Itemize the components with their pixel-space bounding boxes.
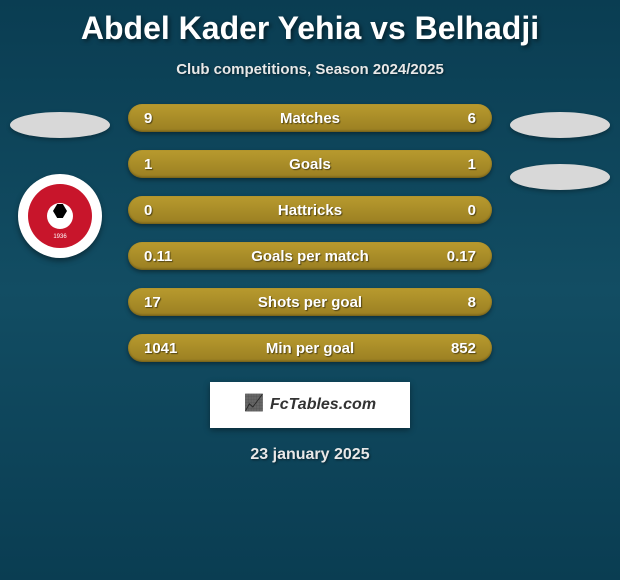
stat-right-value: 0 <box>416 202 476 219</box>
stat-right-value: 6 <box>416 110 476 127</box>
stat-right-value: 1 <box>416 156 476 173</box>
club-badge-left: 1936 <box>18 174 102 258</box>
page-title: Abdel Kader Yehia vs Belhadji <box>0 0 620 47</box>
left-player-column: 1936 <box>0 104 120 362</box>
player-right-oval-2 <box>510 164 610 190</box>
stat-row-min-per-goal: 1041 Min per goal 852 <box>128 334 492 362</box>
stat-row-hattricks: 0 Hattricks 0 <box>128 196 492 224</box>
club-badge-inner: 1936 <box>28 184 92 248</box>
chart-icon <box>244 395 264 415</box>
stat-label: Goals <box>204 156 416 173</box>
brand-badge[interactable]: FcTables.com <box>210 382 410 428</box>
stat-row-goals-per-match: 0.11 Goals per match 0.17 <box>128 242 492 270</box>
page-subtitle: Club competitions, Season 2024/2025 <box>0 61 620 78</box>
stat-row-matches: 9 Matches 6 <box>128 104 492 132</box>
comparison-area: 1936 9 Matches 6 1 Goals 1 0 Hattricks 0… <box>0 104 620 362</box>
player-left-oval <box>10 112 110 138</box>
player-right-oval-1 <box>510 112 610 138</box>
stat-left-value: 17 <box>144 294 204 311</box>
stat-label: Matches <box>204 110 416 127</box>
stat-row-shots-per-goal: 17 Shots per goal 8 <box>128 288 492 316</box>
stat-left-value: 1 <box>144 156 204 173</box>
stats-column: 9 Matches 6 1 Goals 1 0 Hattricks 0 0.11… <box>120 104 500 362</box>
stat-right-value: 852 <box>416 340 476 357</box>
stat-right-value: 0.17 <box>416 248 476 265</box>
stat-label: Min per goal <box>204 340 416 357</box>
badge-year: 1936 <box>53 234 66 240</box>
stat-left-value: 0 <box>144 202 204 219</box>
brand-text: FcTables.com <box>270 396 376 414</box>
stat-label: Goals per match <box>204 248 416 265</box>
right-player-column <box>500 104 620 362</box>
stat-label: Hattricks <box>204 202 416 219</box>
stat-left-value: 9 <box>144 110 204 127</box>
stat-left-value: 1041 <box>144 340 204 357</box>
stat-label: Shots per goal <box>204 294 416 311</box>
stat-row-goals: 1 Goals 1 <box>128 150 492 178</box>
stat-left-value: 0.11 <box>144 248 204 265</box>
date-label: 23 january 2025 <box>0 446 620 464</box>
stat-right-value: 8 <box>416 294 476 311</box>
